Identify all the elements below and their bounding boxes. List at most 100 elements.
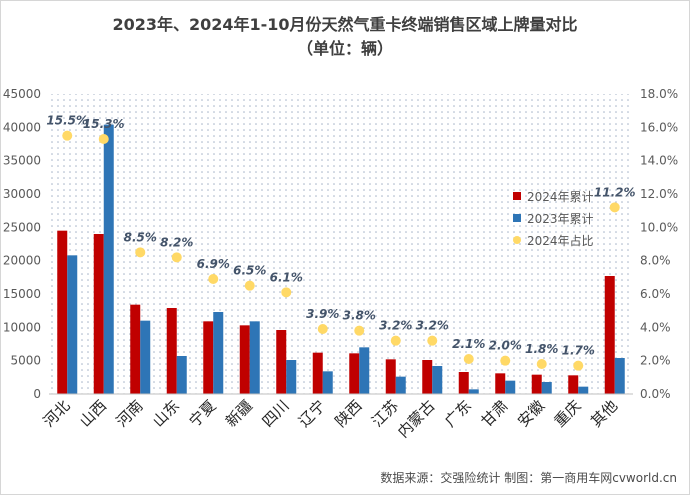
share-point [500,355,511,366]
bar-2024 [385,359,396,394]
share-label: 3.8% [343,309,376,323]
share-label: 1.8% [525,342,558,356]
share-point [98,134,109,144]
left-axis-tick-label: 10000 [3,320,41,334]
right-axis-tick-label: 4.0% [640,320,671,334]
share-label: 2.1% [452,337,485,351]
bar-2024 [239,325,250,394]
left-axis-tick-label: 15000 [3,287,41,301]
right-axis-tick-label: 14.0% [640,154,678,168]
left-axis-tick-label: 35000 [3,154,41,168]
bar-2023 [505,380,516,394]
legend-label-2023: 2023年累计 [527,212,594,226]
left-axis-tick-label: 40000 [3,120,41,134]
share-point [62,130,73,141]
category-label: 宁夏 [186,397,220,431]
left-axis-tick-label: 25000 [3,220,41,234]
legend-swatch-2024 [513,192,521,200]
bar-2024 [531,374,542,394]
category-label: 新疆 [222,397,256,431]
share-label: 2.0% [489,339,522,353]
share-label: 6.9% [197,257,230,271]
category-label: 山东 [149,397,183,431]
share-points [62,130,620,371]
category-label: 重庆 [551,397,585,431]
category-label: 河南 [113,397,147,431]
share-labels: 15.5%15.3%8.5% 8.2%6.9% 6.5% 6.1%3.9% 3.8%3.… [46,114,635,358]
share-point [317,324,328,334]
bar-2024 [276,330,287,394]
bar-2024 [130,304,141,394]
right-axis-tick-label: 10.0% [640,220,678,234]
share-point [244,280,255,291]
share-point [573,360,584,371]
share-label: 8.5% [124,230,157,244]
bar-2024 [203,321,214,394]
share-point [427,335,438,346]
bar-2024 [93,234,104,394]
category-label: 山西 [76,397,110,431]
legend-swatch-share [513,236,521,244]
bar-2024 [458,372,469,394]
category-label: 辽宁 [295,397,329,431]
right-axis-tick-label: 6.0% [640,287,671,301]
bar-2024 [57,230,68,394]
bar-2023 [468,389,479,394]
bar-2023 [432,366,443,394]
bar-series [57,124,625,395]
right-axis-tick-label: 2.0% [640,354,671,368]
bar-2024 [166,308,177,394]
right-axis-tick-label: 16.0% [640,120,678,134]
bar-2023 [103,124,114,395]
share-label: 3.9% [306,307,339,321]
bar-2023 [67,255,78,394]
bar-2023 [395,376,406,394]
share-label: 11.2% [594,185,636,199]
share-label: 3.2% [379,319,412,333]
left-axis-tick-label: 20000 [3,254,41,268]
bar-2024 [604,276,615,394]
bar-2023 [176,356,187,394]
bar-2023 [614,358,625,394]
bar-2023 [286,360,297,394]
right-axis-tick-label: 12.0% [640,187,678,201]
chart-subtitle: （单位：辆） [296,39,393,58]
chart-title: 2023年、2024年1-10月份天然气重卡终端销售区域上牌量对比 [112,15,578,34]
category-label: 安徽 [514,397,548,431]
legend-label-share: 2024年占比 [527,233,594,248]
share-label: 1.7% [562,344,595,358]
category-label: 内蒙古 [394,397,439,442]
bar-2023 [213,312,224,394]
bar-2023 [140,320,151,394]
bar-2024 [495,373,506,394]
legend: 2024年累计 2023年累计 2024年占比 [513,190,594,248]
category-label: 甘肃 [478,397,512,431]
category-label: 广东 [441,397,475,431]
share-point [354,325,365,336]
source-note: 数据来源：交强险统计 制图：第一商用车网cvworld.cn [380,471,677,485]
left-axis-tick-label: 30000 [3,187,41,201]
share-point [208,274,219,284]
bar-2024 [312,352,323,394]
legend-label-2024: 2024年累计 [527,190,594,204]
bar-2023 [541,382,552,394]
share-label: 6.5% [233,264,266,278]
share-point [135,247,146,258]
bar-2023 [359,347,370,394]
bar-2023 [322,371,333,394]
share-point [171,252,182,263]
share-label: 15.5% [46,114,88,128]
category-label: 其他 [587,397,621,431]
share-point [536,359,547,369]
legend-swatch-2023 [513,214,521,222]
category-label: 四川 [259,397,293,431]
left-axis-tick-label: 5000 [10,354,41,368]
share-point [609,202,620,213]
share-label: 6.1% [270,270,303,284]
right-axis-tick-label: 8.0% [640,254,671,268]
bar-2024 [349,353,360,394]
share-label: 8.2% [160,235,193,249]
